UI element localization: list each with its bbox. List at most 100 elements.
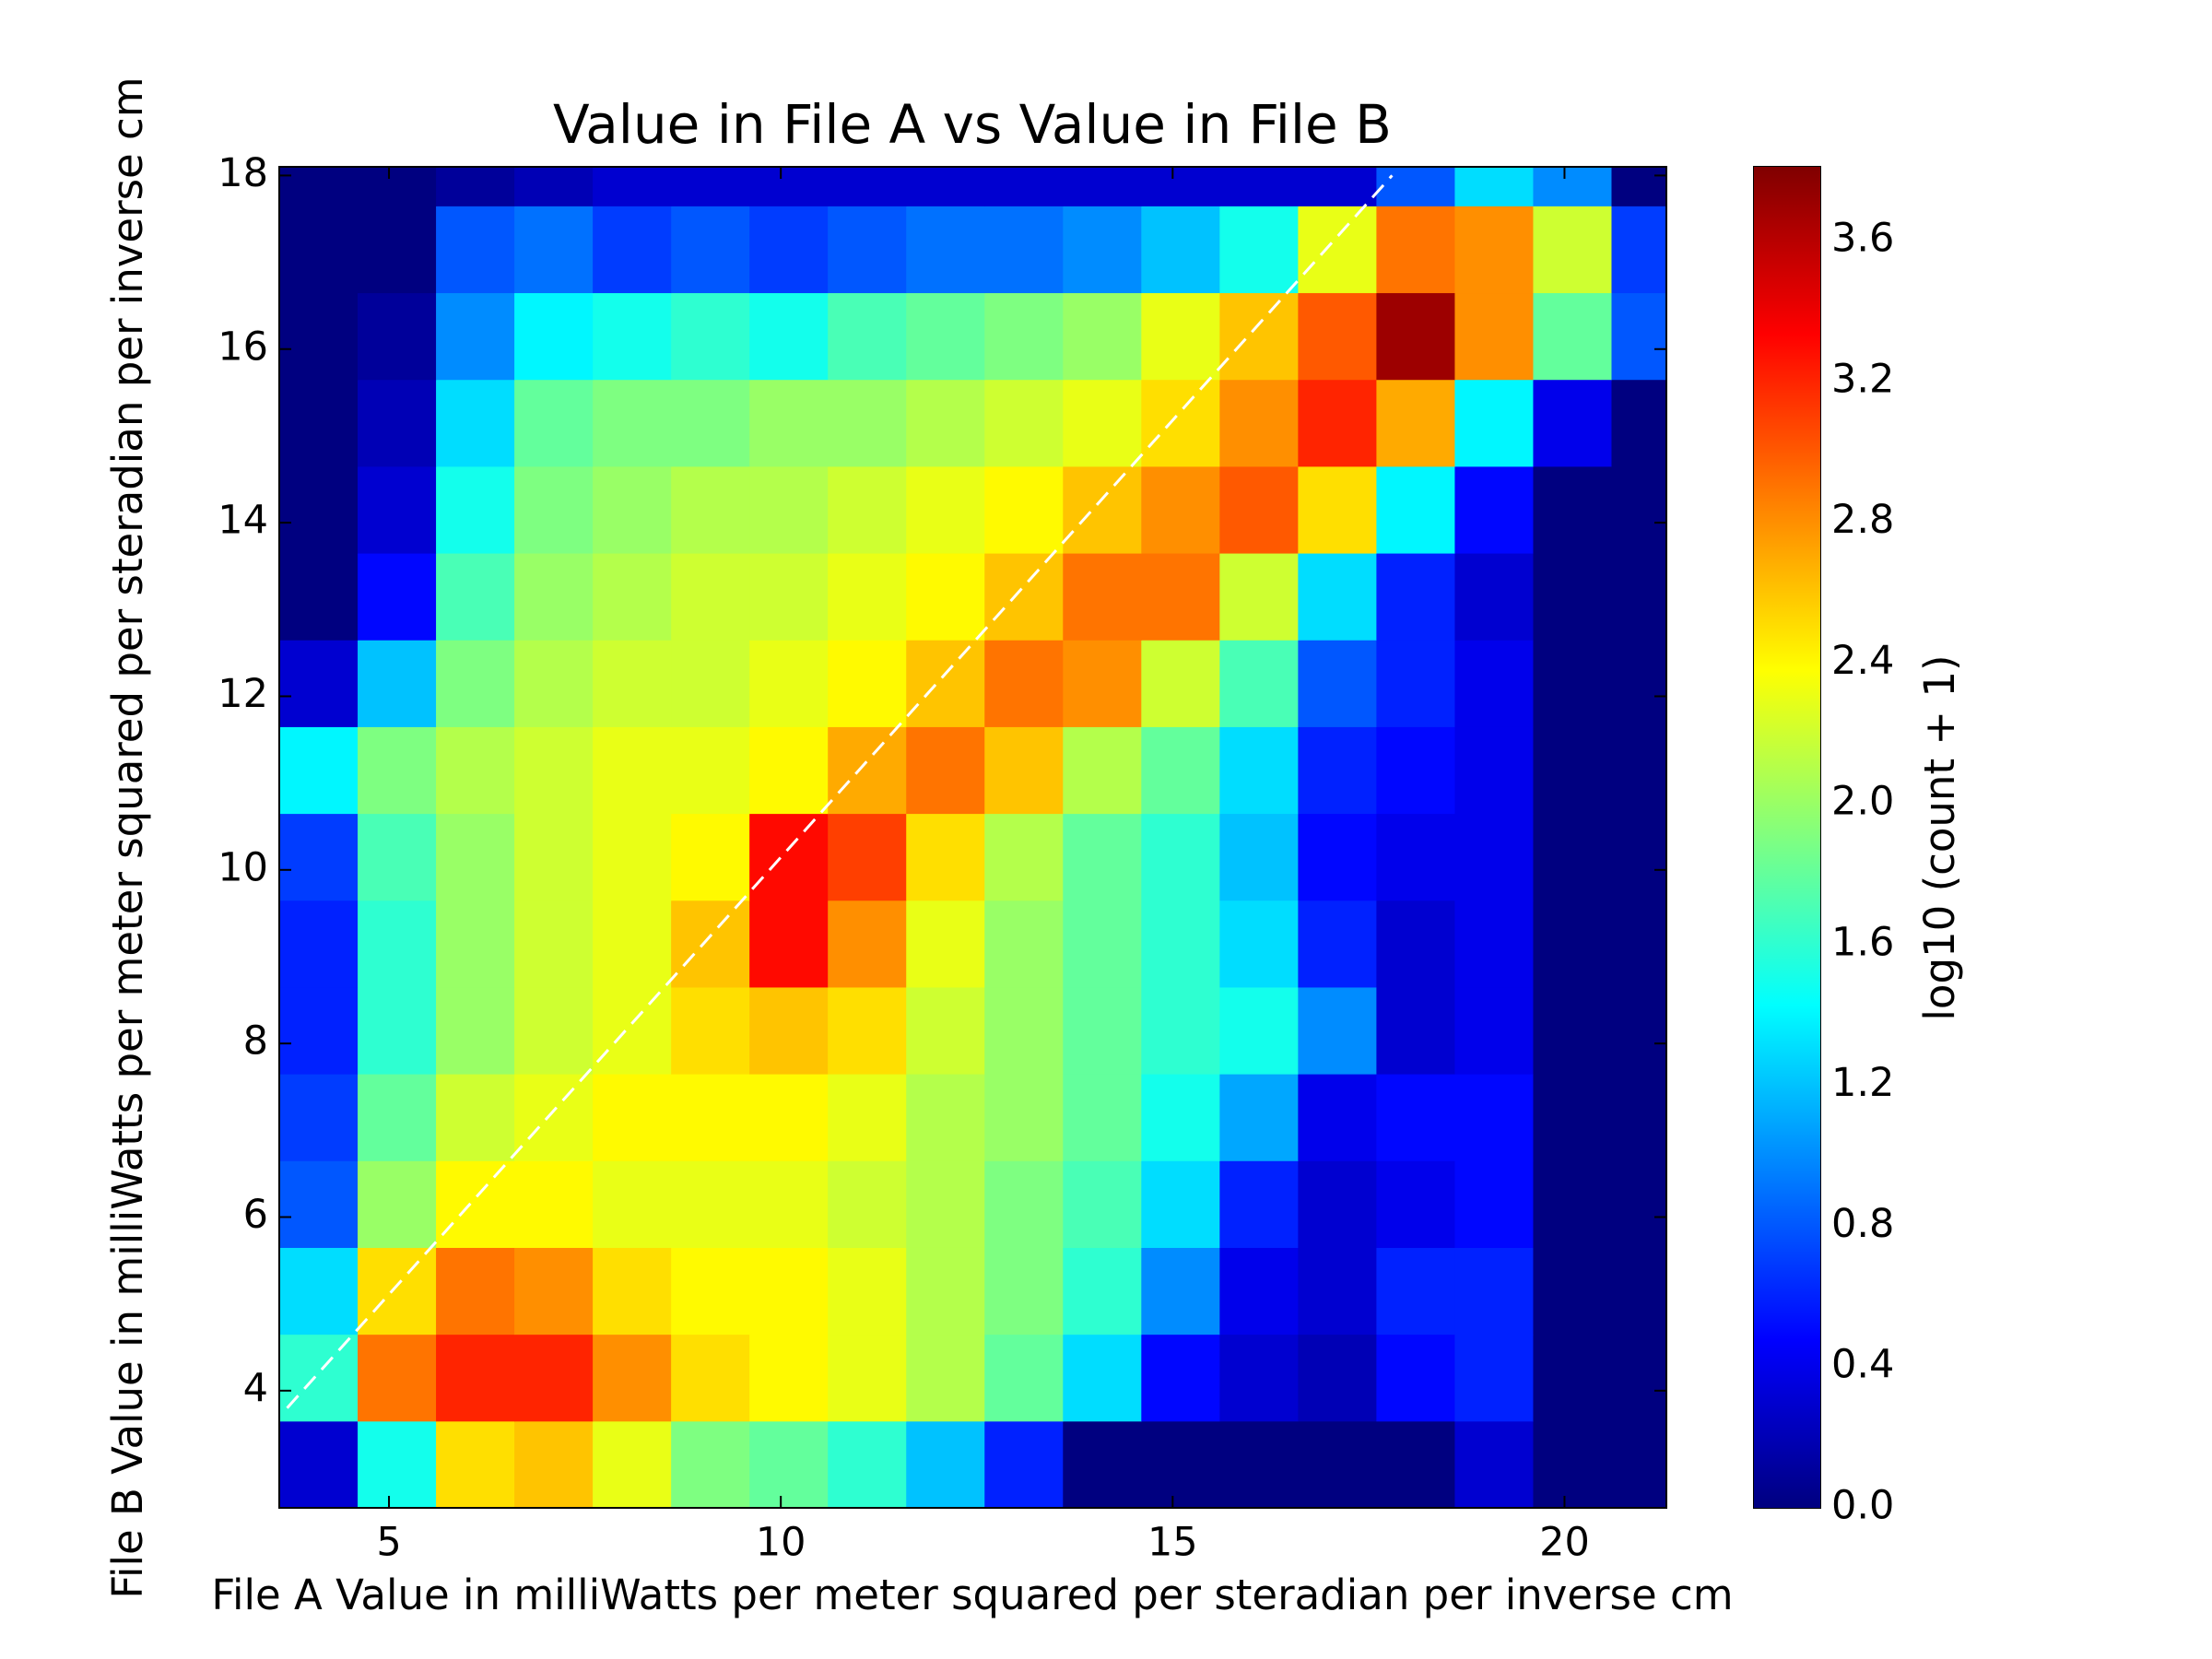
cell [1219, 986, 1299, 1075]
cell [1141, 206, 1220, 294]
cell [1141, 640, 1220, 727]
cell [1533, 1247, 1612, 1335]
cell [1533, 292, 1612, 381]
cell [436, 726, 515, 815]
cell [1298, 1420, 1377, 1508]
cell [828, 640, 907, 727]
cell [1376, 1247, 1455, 1335]
colorbar-tick-label: 1.6 [1831, 919, 1894, 965]
cell [828, 813, 907, 901]
cell [358, 553, 437, 641]
cell [1141, 1334, 1220, 1422]
cell [514, 726, 594, 815]
cell [514, 379, 594, 467]
colorbar-tick-label: 0.4 [1831, 1342, 1894, 1388]
cell [906, 167, 985, 206]
cell [1219, 167, 1299, 206]
cell [1141, 1074, 1220, 1161]
cell [1298, 1074, 1377, 1161]
cell [436, 1247, 515, 1335]
cell [514, 292, 594, 381]
cell [436, 640, 515, 727]
cell [749, 1160, 829, 1248]
colorbar-label: log10 (count + 1) [1915, 654, 1964, 1020]
cell [984, 813, 1064, 901]
cell [906, 986, 985, 1075]
y-tick-label: 16 [218, 324, 268, 370]
cell [436, 986, 515, 1075]
cell [671, 379, 750, 467]
cell [514, 1160, 594, 1248]
cell [358, 1160, 437, 1248]
cell [358, 379, 437, 467]
cell [671, 986, 750, 1075]
cell [1219, 553, 1299, 641]
y-tick-label: 10 [218, 844, 268, 890]
colorbar-tick-label: 2.4 [1831, 638, 1894, 684]
cell [828, 1160, 907, 1248]
cell [436, 292, 515, 381]
plot-frame [278, 166, 1667, 1509]
cell [436, 900, 515, 988]
cell [906, 640, 985, 727]
cell [593, 1074, 672, 1161]
cell [593, 167, 672, 206]
cell [906, 1074, 985, 1161]
cell [1533, 813, 1612, 901]
cell [1219, 379, 1299, 467]
cell [593, 553, 672, 641]
cell [828, 1247, 907, 1335]
cell [436, 1420, 515, 1508]
cell [1376, 1074, 1455, 1161]
y-tick-label: 18 [218, 150, 268, 196]
cell [1376, 206, 1455, 294]
cell [984, 1420, 1064, 1508]
cell [1063, 1160, 1142, 1248]
cell [358, 167, 437, 206]
cell [906, 1420, 985, 1508]
cell [593, 292, 672, 381]
cell [906, 1247, 985, 1335]
cell [984, 206, 1064, 294]
cell [1219, 640, 1299, 727]
cell [358, 1247, 437, 1335]
cell [1376, 813, 1455, 901]
x-axis-label: File A Value in milliWatts per meter squ… [211, 1571, 1733, 1619]
cell [1219, 1420, 1299, 1508]
cell [1611, 379, 1666, 467]
cell [1141, 167, 1220, 206]
reference-line [286, 174, 1394, 1409]
cell [906, 465, 985, 554]
cell [1141, 726, 1220, 815]
cell [1219, 1247, 1299, 1335]
cell [1298, 900, 1377, 988]
cell [1298, 726, 1377, 815]
cell [1454, 986, 1534, 1075]
cell [828, 1334, 907, 1422]
cell [436, 1334, 515, 1422]
cell [1298, 206, 1377, 294]
cell [1533, 379, 1612, 467]
cell [593, 465, 672, 554]
cell [1219, 900, 1299, 988]
cell [906, 900, 985, 988]
cell [1454, 813, 1534, 901]
cell [671, 1160, 750, 1248]
cell [749, 813, 829, 901]
cell [593, 1420, 672, 1508]
cell [514, 900, 594, 988]
cell [358, 986, 437, 1075]
cell [1141, 292, 1220, 381]
cell [1611, 1334, 1666, 1422]
colorbar-tick-label: 2.0 [1831, 779, 1894, 825]
cell [593, 900, 672, 988]
cell [1219, 1334, 1299, 1422]
cell [514, 1420, 594, 1508]
cell [436, 465, 515, 554]
cell [828, 379, 907, 467]
colorbar-tick-label: 0.8 [1831, 1201, 1894, 1247]
cell [1454, 1420, 1534, 1508]
cell [1141, 986, 1220, 1075]
cell [671, 1247, 750, 1335]
cell [1298, 1334, 1377, 1422]
